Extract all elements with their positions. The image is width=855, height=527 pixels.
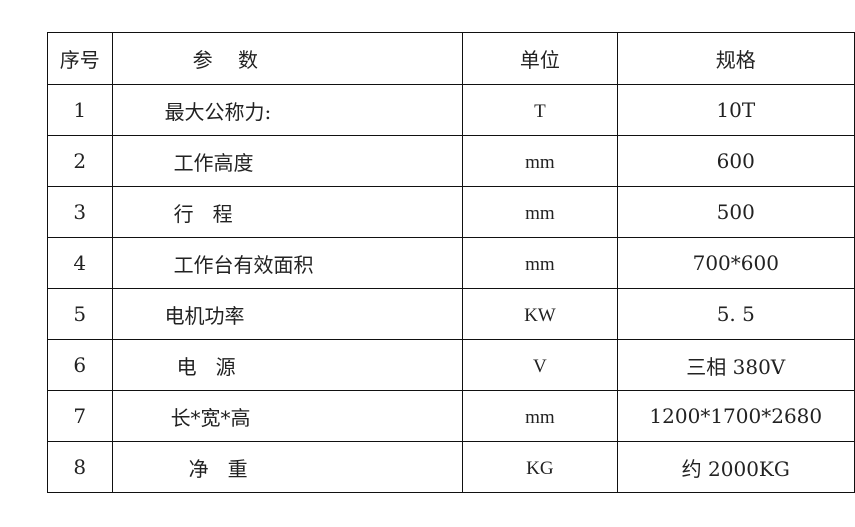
table-row: 2 工作高度 mm 600 bbox=[47, 135, 855, 187]
cell-spec: 500 bbox=[616, 186, 855, 238]
table-row: 3 行 程 mm 500 bbox=[47, 186, 855, 238]
cell-unit: mm bbox=[462, 237, 618, 289]
table-row: 8 净 重 KG 约 2000KG bbox=[47, 441, 855, 493]
cell-unit: mm bbox=[462, 135, 618, 187]
header-param: 参 数 bbox=[111, 32, 464, 85]
table-row: 5 电机功率 KW 5. 5 bbox=[47, 288, 855, 340]
unit-text: KG bbox=[526, 457, 554, 479]
cell-param: 工作台有效面积 bbox=[111, 237, 464, 289]
table-header-row: 序号 参 数 单位 规格 bbox=[47, 32, 855, 85]
table-row: 7 长*宽*高 mm 1200*1700*2680 bbox=[47, 390, 855, 442]
cell-spec: 5. 5 bbox=[616, 288, 855, 340]
cell-param: 最大公称力: bbox=[111, 84, 464, 136]
unit-text: mm bbox=[525, 151, 555, 173]
cell-unit: KG bbox=[462, 441, 618, 493]
cell-spec: 三相 380V bbox=[616, 339, 855, 391]
cell-no: 3 bbox=[47, 186, 113, 238]
cell-unit: T bbox=[462, 84, 618, 136]
cell-spec: 700*600 bbox=[616, 237, 855, 289]
cell-no: 2 bbox=[47, 135, 113, 187]
cell-spec: 10T bbox=[616, 84, 855, 136]
cell-param: 长*宽*高 bbox=[111, 390, 464, 442]
cell-param: 电机功率 bbox=[111, 288, 464, 340]
unit-text: T bbox=[534, 100, 546, 122]
cell-unit: KW bbox=[462, 288, 618, 340]
unit-text: V bbox=[533, 355, 547, 377]
unit-text: mm bbox=[525, 253, 555, 275]
header-no: 序号 bbox=[47, 32, 113, 85]
cell-no: 6 bbox=[47, 339, 113, 391]
cell-param: 行 程 bbox=[111, 186, 464, 238]
cell-no: 5 bbox=[47, 288, 113, 340]
header-unit: 单位 bbox=[462, 32, 618, 85]
cell-no: 4 bbox=[47, 237, 113, 289]
cell-no: 7 bbox=[47, 390, 113, 442]
spec-table: 序号 参 数 单位 规格 1 最大公称力: T 10T 2 工作高度 mm 60… bbox=[47, 32, 855, 493]
cell-spec: 600 bbox=[616, 135, 855, 187]
cell-unit: V bbox=[462, 339, 618, 391]
cell-no: 8 bbox=[47, 441, 113, 493]
table-row: 1 最大公称力: T 10T bbox=[47, 84, 855, 136]
unit-text: mm bbox=[525, 406, 555, 428]
table-row: 6 电 源 V 三相 380V bbox=[47, 339, 855, 391]
header-spec: 规格 bbox=[616, 32, 855, 85]
cell-spec: 1200*1700*2680 bbox=[616, 390, 855, 442]
cell-spec: 约 2000KG bbox=[616, 441, 855, 493]
cell-param: 净 重 bbox=[111, 441, 464, 493]
cell-no: 1 bbox=[47, 84, 113, 136]
unit-text: mm bbox=[525, 202, 555, 224]
cell-unit: mm bbox=[462, 186, 618, 238]
cell-param: 工作高度 bbox=[111, 135, 464, 187]
cell-unit: mm bbox=[462, 390, 618, 442]
table-row: 4 工作台有效面积 mm 700*600 bbox=[47, 237, 855, 289]
unit-text: KW bbox=[524, 304, 556, 326]
cell-param: 电 源 bbox=[111, 339, 464, 391]
